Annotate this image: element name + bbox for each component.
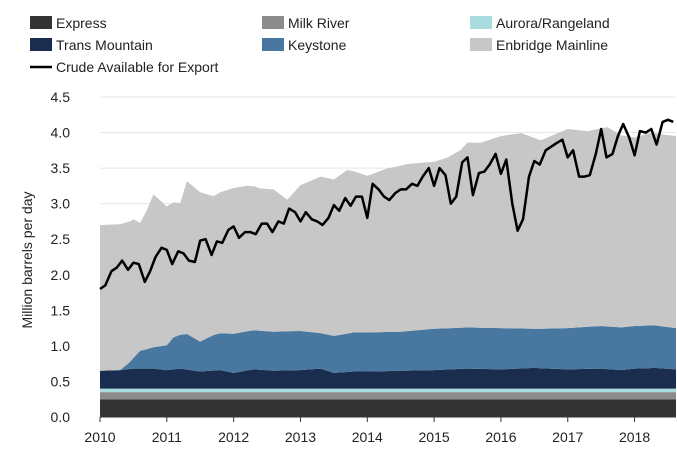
y-tick-label: 4.5 xyxy=(51,89,71,105)
area-trans-mountain xyxy=(100,367,676,389)
x-tick-label: 2016 xyxy=(485,429,516,445)
stacked-areas xyxy=(100,127,676,417)
area-aurora-rangeland xyxy=(100,388,676,393)
y-tick-label: 1.5 xyxy=(51,302,71,318)
legend-swatch-aurora-rangeland xyxy=(470,16,492,29)
line-crude-available-for-export xyxy=(99,118,674,291)
x-tick-label: 2010 xyxy=(84,429,115,445)
x-tick-label: 2013 xyxy=(285,429,316,445)
x-axis-ticks: 2010 2011 2012 2013 2014 2015 2016 2017 2018 xyxy=(84,417,650,445)
y-tick-label: 0.0 xyxy=(51,409,71,425)
y-tick-label: 0.5 xyxy=(51,373,71,389)
export-line xyxy=(99,118,674,291)
legend-swatch-enbridge-mainline xyxy=(470,38,492,51)
y-axis-ticks: 0.0 0.5 1.0 1.5 2.0 2.5 3.0 3.5 4.0 4.5 xyxy=(51,89,71,425)
area-milk-river xyxy=(100,392,676,400)
y-tick-label: 1.0 xyxy=(51,338,71,354)
legend-swatch-keystone xyxy=(262,38,284,51)
legend-label-aurora-rangeland: Aurora/Rangeland xyxy=(496,15,610,31)
area-enbridge-mainline xyxy=(100,127,676,371)
y-tick-label: 3.0 xyxy=(51,196,71,212)
legend: Express Milk River Aurora/Rangeland Trans M… xyxy=(30,15,610,75)
x-tick-label: 2011 xyxy=(152,429,182,445)
x-tick-label: 2018 xyxy=(619,429,650,445)
x-tick-label: 2012 xyxy=(218,429,249,445)
y-tick-label: 3.5 xyxy=(51,160,71,176)
y-tick-label: 2.5 xyxy=(51,231,71,247)
legend-swatch-express xyxy=(30,16,52,29)
y-axis-title: Million barrels per day xyxy=(19,192,35,329)
x-tick-label: 2014 xyxy=(352,429,383,445)
y-tick-label: 2.0 xyxy=(51,267,71,283)
x-tick-label: 2017 xyxy=(552,429,583,445)
y-tick-label: 4.0 xyxy=(51,125,71,141)
legend-label-trans-mountain: Trans Mountain xyxy=(56,37,153,53)
legend-label-keystone: Keystone xyxy=(288,37,347,53)
area-express xyxy=(100,399,676,417)
x-tick-label: 2015 xyxy=(419,429,450,445)
legend-label-enbridge-mainline: Enbridge Mainline xyxy=(496,37,608,53)
legend-label-milk-river: Milk River xyxy=(288,15,350,31)
legend-label-express: Express xyxy=(56,15,107,31)
legend-label-crude-available-for-export: Crude Available for Export xyxy=(56,59,218,75)
legend-swatch-trans-mountain xyxy=(30,38,52,51)
area-keystone xyxy=(100,325,676,373)
legend-swatch-milk-river xyxy=(262,16,284,29)
